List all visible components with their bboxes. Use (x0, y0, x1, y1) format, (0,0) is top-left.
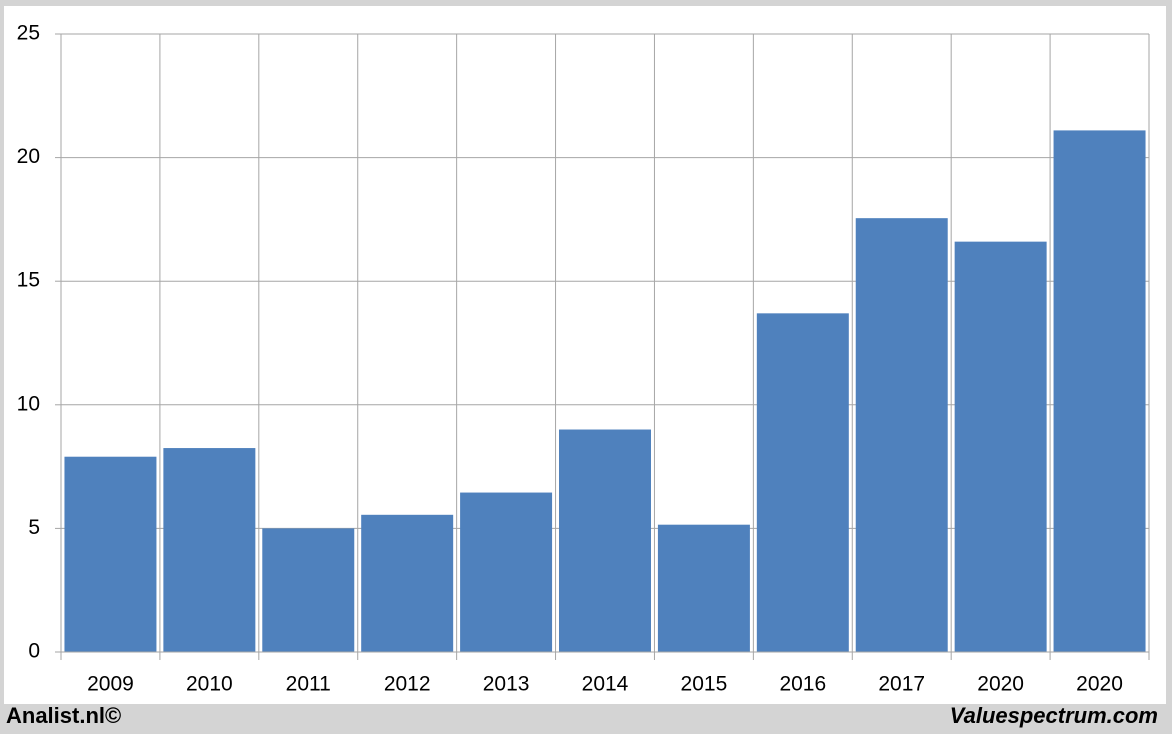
bar (460, 492, 553, 652)
footer-left: Analist.nl© (6, 703, 121, 728)
x-tick-label: 2017 (878, 673, 925, 696)
bar (1053, 130, 1146, 652)
x-tick-label: 2020 (977, 673, 1024, 696)
y-tick-label: 0 (28, 640, 40, 663)
y-tick-label: 25 (17, 22, 40, 45)
bar (361, 514, 454, 652)
bar (954, 241, 1047, 652)
x-tick-label: 2011 (286, 673, 331, 696)
x-tick-label: 2020 (1076, 673, 1123, 696)
x-tick-label: 2016 (779, 673, 826, 696)
bar (64, 456, 157, 652)
x-tick-label: 2013 (483, 673, 530, 696)
y-tick-label: 20 (17, 145, 40, 168)
x-tick-label: 2014 (582, 673, 629, 696)
bar (855, 218, 948, 652)
y-tick-label: 15 (17, 269, 40, 292)
y-tick-label: 10 (17, 392, 40, 415)
footer-right: Valuespectrum.com (950, 703, 1158, 728)
y-tick-label: 5 (28, 516, 40, 539)
bar (756, 313, 849, 652)
bar (262, 528, 355, 652)
x-tick-label: 2009 (87, 673, 134, 696)
bar (657, 524, 750, 652)
x-tick-label: 2015 (681, 673, 728, 696)
bar (163, 448, 256, 652)
x-tick-label: 2012 (384, 673, 431, 696)
bar (559, 429, 651, 652)
x-tick-label: 2010 (186, 673, 233, 696)
